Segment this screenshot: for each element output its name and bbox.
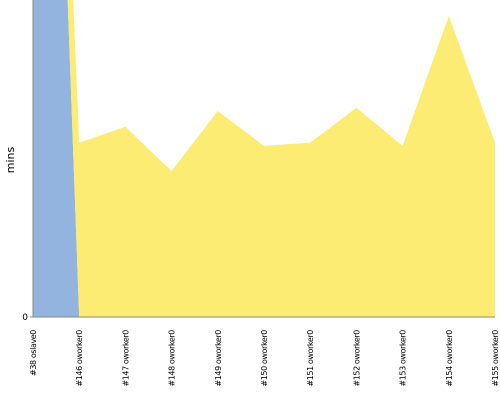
x-tick-label: #152 oworker0	[352, 330, 361, 387]
x-tick-label: #151 oworker0	[306, 330, 315, 387]
x-tick-label: #155 oworker0	[491, 330, 500, 387]
x-tick-label: #148 oworker0	[168, 330, 177, 387]
plot-area	[33, 0, 495, 317]
x-tick-label: #153 oworker0	[399, 330, 408, 387]
x-tick-label: #149 oworker0	[214, 330, 223, 387]
x-tick-label: #38 oslave0	[29, 330, 38, 376]
area-1	[67, 0, 495, 317]
x-tick-label: #154 oworker0	[445, 330, 454, 387]
x-tick-label: #150 oworker0	[260, 330, 269, 387]
y-tick-label: 0	[22, 313, 28, 323]
x-tick-label: #147 oworker0	[121, 330, 130, 387]
x-tick-label: #146 oworker0	[75, 330, 84, 387]
y-axis-label: mins	[4, 146, 17, 173]
